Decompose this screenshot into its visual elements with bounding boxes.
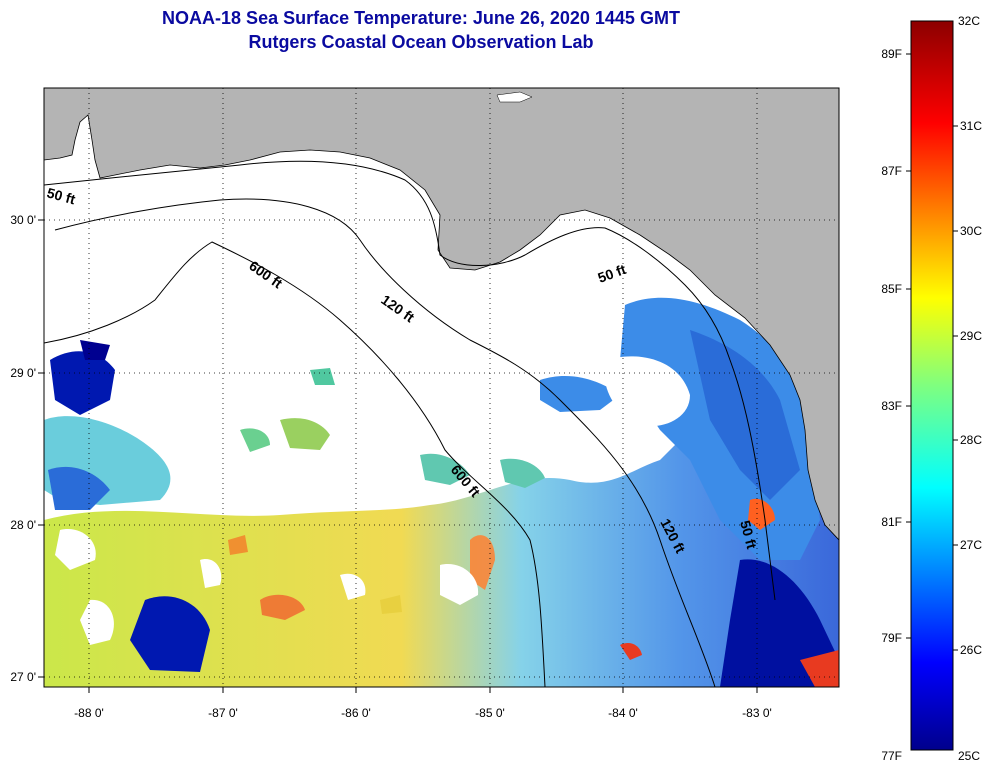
depth-contours (44, 160, 776, 687)
temperature-colorbar (910, 20, 954, 751)
contour-50ft (44, 160, 776, 601)
colorbar-c-label: 31C (960, 119, 982, 133)
axis-ticks (38, 219, 758, 693)
lat-label: 28 0' (10, 518, 36, 532)
lon-label: -84 0' (608, 706, 638, 720)
colorbar-c-label: 29C (960, 329, 982, 343)
lon-label: -87 0' (208, 706, 238, 720)
colorbar-f-label: 87F (881, 164, 902, 178)
colorbar-c-label: 32C (958, 14, 980, 28)
colorbar-c-label: 27C (960, 538, 982, 552)
map-subtitle: Rutgers Coastal Ocean Observation Lab (248, 32, 594, 52)
colorbar-f-label: 89F (881, 47, 902, 61)
colorbar-c-label: 25C (958, 749, 980, 763)
lat-label: 30 0' (10, 213, 36, 227)
contour-120ft (54, 198, 716, 687)
contour-label: 50 ft (45, 184, 77, 207)
lon-label: -85 0' (475, 706, 505, 720)
colorbar-f-label: 81F (881, 515, 902, 529)
lon-label: -86 0' (341, 706, 371, 720)
colorbar-c-label: 30C (960, 224, 982, 238)
lon-label: -88 0' (74, 706, 104, 720)
lon-label: -83 0' (742, 706, 772, 720)
colorbar-f-label: 83F (881, 399, 902, 413)
lat-label: 27 0' (10, 670, 36, 684)
map-title: NOAA-18 Sea Surface Temperature: June 26… (162, 8, 680, 28)
colorbar-c-label: 26C (960, 643, 982, 657)
colorbar-f-label: 77F (881, 749, 902, 763)
contour-600ft (44, 241, 546, 687)
lat-label: 29 0' (10, 366, 36, 380)
colorbar-ticks (906, 53, 958, 651)
colorbar-c-label: 28C (960, 433, 982, 447)
colorbar-f-label: 79F (881, 631, 902, 645)
cloud-mask (55, 356, 690, 645)
sst-data-layer (44, 297, 839, 687)
colorbar-f-label: 85F (881, 282, 902, 296)
land-mass (44, 88, 839, 541)
contour-label: 50 ft (737, 519, 760, 551)
